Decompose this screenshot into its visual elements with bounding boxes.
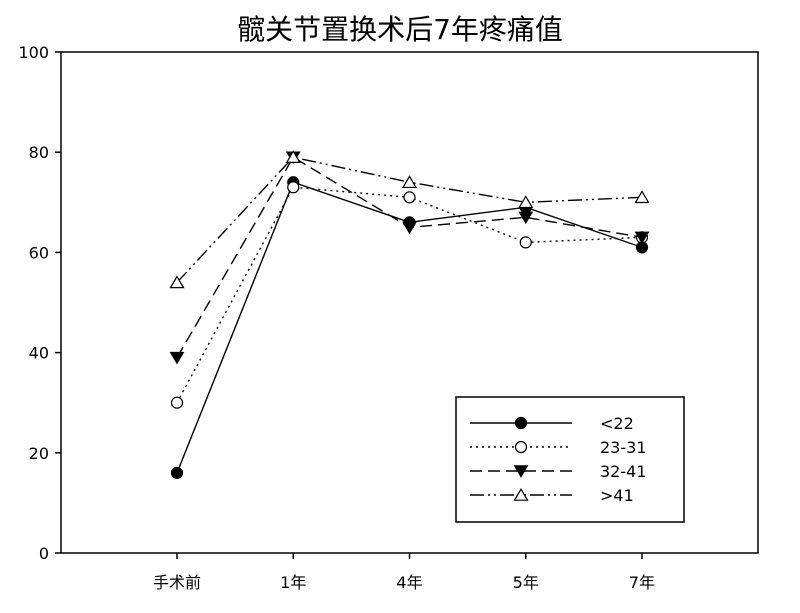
data-point-series-4 — [401, 175, 418, 189]
x-tick-label: 手术前 — [153, 573, 201, 592]
data-point-series-3 — [518, 211, 534, 225]
data-point-series-4 — [285, 150, 301, 164]
y-tick-label: 40 — [29, 344, 49, 363]
data-point-series-2 — [287, 181, 300, 194]
y-tick-label: 20 — [29, 444, 49, 463]
data-point-series-1 — [170, 466, 184, 479]
x-tick-label: 4年 — [396, 573, 422, 592]
legend-label: 32-41 — [600, 462, 647, 481]
legend-swatch-marker — [514, 416, 528, 430]
legend-swatch-marker — [513, 465, 529, 478]
legend-label: 23-31 — [600, 438, 647, 457]
data-point-series-2 — [403, 191, 416, 204]
y-tick-label: 80 — [29, 143, 49, 162]
y-tick-label: 0 — [39, 544, 49, 563]
legend-label: >41 — [600, 486, 634, 505]
data-point-series-3 — [402, 221, 417, 235]
data-point-series-4 — [169, 275, 185, 289]
data-point-series-2 — [519, 236, 532, 249]
legend-swatch-marker — [513, 487, 529, 501]
data-point-series-3 — [634, 231, 650, 245]
x-tick-label: 5年 — [513, 573, 539, 592]
data-point-series-4 — [634, 190, 650, 204]
legend-swatch-marker — [514, 440, 528, 454]
data-point-series-4 — [518, 195, 534, 209]
x-tick-label: 7年 — [629, 573, 655, 592]
chart-title: 髋关节置换术后7年疼痛值 — [237, 13, 563, 46]
data-point-series-3 — [169, 351, 185, 365]
legend-box — [455, 396, 685, 523]
y-tick-label: 60 — [29, 243, 49, 262]
data-point-series-2 — [170, 396, 184, 409]
y-tick-label: 100 — [18, 43, 49, 62]
x-tick-label: 1年 — [280, 573, 306, 592]
legend-label: <22 — [600, 414, 634, 433]
